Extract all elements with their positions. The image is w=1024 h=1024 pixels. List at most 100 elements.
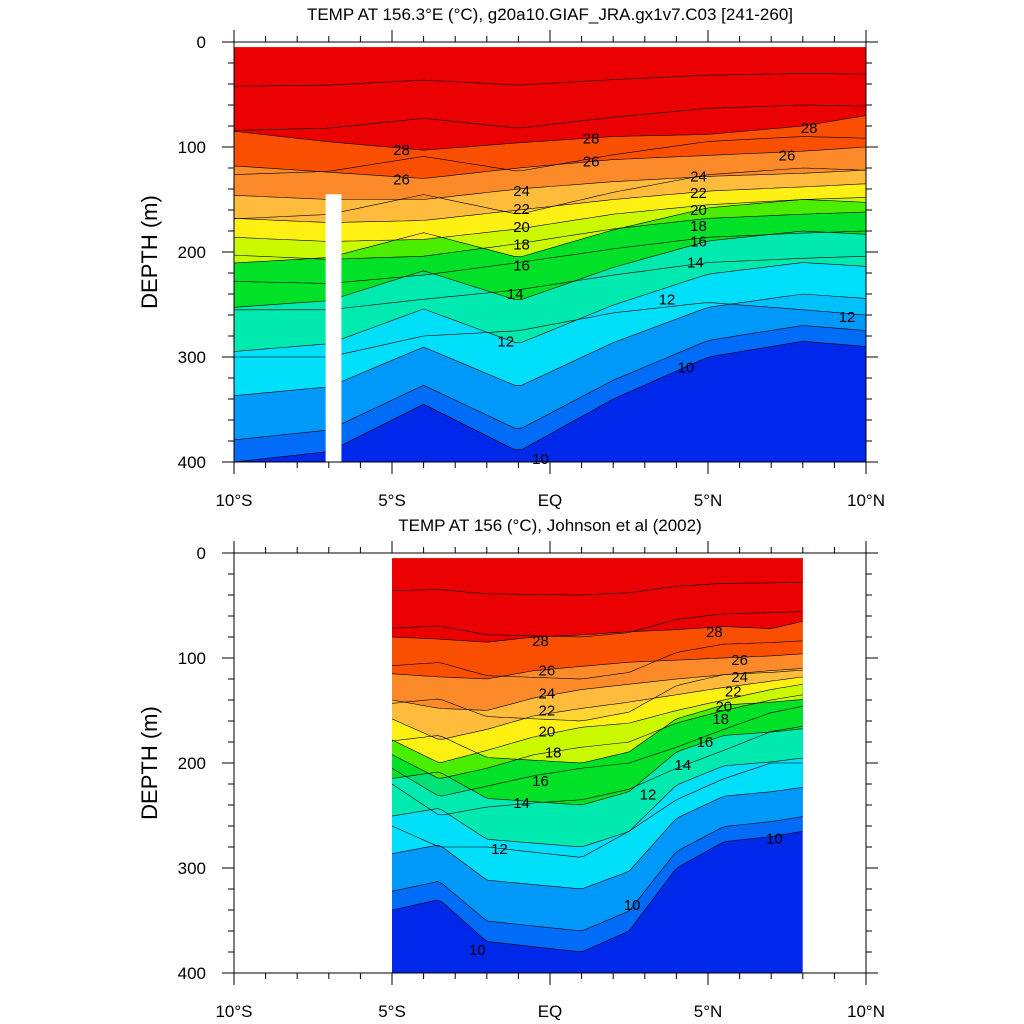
temperature-band: [392, 553, 803, 558]
isotherm-line: [392, 726, 803, 816]
contour-label: 28: [583, 131, 600, 148]
contour-label: 26: [731, 652, 748, 669]
contour-label: 28: [801, 120, 818, 137]
isotherm-line: [392, 787, 803, 890]
isotherm-line: [392, 640, 803, 680]
contour-label: 26: [393, 172, 410, 189]
contour-label: 18: [513, 237, 530, 254]
contour-label: 22: [513, 201, 530, 218]
contour-label: 26: [538, 663, 555, 680]
contour-fill: [234, 42, 866, 462]
isotherm-line: [392, 676, 803, 740]
contour-label: 28: [706, 624, 723, 641]
contour-label: 22: [725, 684, 742, 701]
contour-label: 10: [624, 897, 641, 914]
contour-fill: [392, 553, 803, 973]
contour-label: 20: [538, 724, 555, 741]
y-tick-label: 200: [178, 754, 206, 773]
temperature-band: [392, 558, 803, 643]
contour-label: 28: [532, 633, 549, 650]
contour-label: 22: [690, 185, 707, 202]
isotherm-line: [392, 831, 803, 953]
contour-label: 16: [696, 734, 713, 751]
chart-title: TEMP AT 156 (°C), Johnson et al (2002): [398, 516, 702, 535]
isotherm-line: [234, 146, 866, 179]
contour-label: 16: [690, 234, 707, 251]
y-tick-label: 100: [178, 138, 206, 157]
x-tick-label: 10°S: [215, 491, 252, 510]
y-tick-label: 0: [197, 544, 206, 563]
isotherm-line: [392, 582, 803, 596]
y-tick-label: 300: [178, 348, 206, 367]
isotherm-line: [234, 104, 866, 131]
contour-label: 10: [469, 942, 486, 959]
contour-label: 14: [507, 286, 524, 303]
contour-label: 14: [687, 255, 704, 272]
missing-data-column: [325, 194, 342, 462]
contour-label: 12: [497, 333, 514, 350]
contour-label: 16: [532, 773, 549, 790]
chart-title: TEMP AT 156.3°E (°C), g20a10.GIAF_JRA.gx…: [307, 5, 793, 24]
contour-label: 12: [640, 787, 657, 804]
contour-label: 18: [545, 745, 562, 762]
contour-label: 10: [766, 831, 783, 848]
x-tick-label: 10°N: [847, 1002, 885, 1021]
x-tick-label: 5°S: [378, 491, 406, 510]
y-axis-label: DEPTH (m): [137, 195, 162, 309]
x-tick-label: 5°S: [378, 1002, 406, 1021]
isotherm-line: [392, 728, 803, 806]
contour-label: 24: [513, 183, 530, 200]
contour-label: 28: [393, 142, 410, 159]
isotherm-line: [392, 611, 803, 638]
isotherm-line: [392, 699, 803, 764]
contour-label: 14: [674, 757, 691, 774]
isotherm-line: [392, 816, 803, 932]
contour-label: 18: [712, 711, 729, 728]
isotherm-line: [234, 73, 866, 87]
y-tick-label: 400: [178, 453, 206, 472]
y-axis-label: DEPTH (m): [137, 706, 162, 820]
contour-label: 14: [513, 795, 530, 812]
contour-label: 20: [715, 698, 732, 715]
x-tick-label: 10°N: [847, 491, 885, 510]
contour-label: 12: [491, 841, 508, 858]
contour-label: 20: [690, 202, 707, 219]
isotherm-line: [392, 653, 803, 680]
isotherm-line: [392, 684, 803, 763]
isotherm-line: [392, 694, 803, 779]
y-tick-label: 300: [178, 859, 206, 878]
contour-label: 24: [538, 686, 555, 703]
x-tick-label: 10°S: [215, 1002, 252, 1021]
contour-label: 16: [513, 258, 530, 275]
x-tick-label: EQ: [538, 491, 563, 510]
x-tick-label: EQ: [538, 1002, 563, 1021]
contour-label: 20: [513, 219, 530, 236]
contour-label: 26: [779, 147, 796, 164]
isotherm-line: [392, 757, 803, 848]
x-tick-label: 5°N: [694, 1002, 723, 1021]
contour-label: 22: [538, 703, 555, 720]
x-tick-label: 5°N: [694, 491, 723, 510]
isotherm-line: [392, 706, 803, 797]
isotherm-line: [234, 136, 866, 175]
isotherm-line: [234, 115, 866, 151]
contour-label: 26: [583, 154, 600, 171]
temperature-band: [234, 47, 866, 151]
isotherm-line: [392, 669, 803, 722]
isotherm-line: [392, 762, 803, 858]
contour-label: 24: [690, 168, 707, 185]
temperature-band: [234, 42, 866, 47]
y-tick-label: 0: [197, 33, 206, 52]
contour-label: 10: [678, 360, 695, 377]
isotherm-line: [392, 621, 803, 643]
contour-label: 18: [690, 218, 707, 235]
contour-label: 10: [532, 451, 549, 468]
contour-label: 24: [731, 669, 748, 686]
y-tick-label: 100: [178, 649, 206, 668]
y-tick-label: 200: [178, 243, 206, 262]
contour-label: 12: [659, 291, 676, 308]
contour-label: 12: [839, 309, 856, 326]
